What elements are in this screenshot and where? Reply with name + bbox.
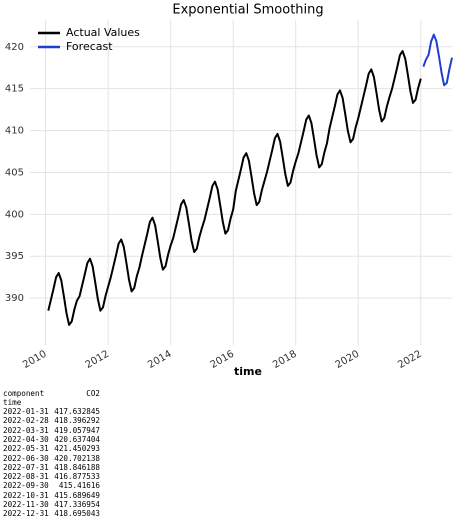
table-cell: 416.877533 (54, 472, 100, 482)
table-index: 2022-10-31 (3, 490, 49, 500)
table-index: 2022-06-30 (3, 453, 49, 463)
x-axis-label: time (234, 365, 262, 378)
table-index: 2022-01-31 (3, 407, 49, 416)
series-line (47, 50, 422, 326)
x-tick-label: 2014 (146, 349, 174, 371)
series-line (422, 33, 453, 87)
table-index: 2022-05-31 (3, 444, 49, 454)
x-tick-label: 2016 (209, 349, 237, 371)
table-cell: 417.336954 (54, 500, 100, 509)
chart-title: Exponential Smoothing (172, 3, 323, 18)
x-tick-label: 2020 (334, 349, 362, 371)
x-tick-label: 2018 (271, 349, 299, 371)
legend-label: Forecast (66, 40, 113, 53)
x-tick-label: 2012 (84, 349, 112, 371)
table: component CO2 time 2022-01-31 417.632845 2022… (0, 386, 474, 526)
table-cell: 418.695043 (54, 509, 100, 519)
table-cell: 419.057947 (54, 425, 100, 435)
y-tick-label: 395 (5, 251, 24, 262)
table-cell: 421.450293 (54, 444, 100, 454)
table-index: 2022-09-30 (3, 481, 49, 491)
table-cell: 418.396292 (54, 416, 100, 426)
x-tick-label: 2010 (21, 349, 49, 371)
y-tick-label: 420 (5, 42, 24, 53)
table-cell: 418.846188 (54, 462, 100, 472)
table-index-name: time (3, 398, 22, 407)
legend-label: Actual Values (66, 26, 140, 39)
table-cell: 417.632845 (54, 407, 100, 416)
x-tick-label: 2022 (396, 349, 424, 371)
table-index: 2022-12-31 (3, 509, 49, 519)
table-index: 2022-11-30 (3, 500, 49, 509)
table-columns-name: component (3, 389, 45, 398)
table-index: 2022-04-30 (3, 434, 49, 444)
table-cell: 420.637404 (54, 434, 100, 444)
chart: Exponential Smoothing time 390 395 400 405 4… (5, 3, 453, 378)
table-column-header: CO2 (86, 389, 100, 398)
y-tick-label: 410 (5, 126, 24, 137)
table-index: 2022-02-28 (3, 416, 49, 426)
y-tick-label: 415 (5, 84, 24, 95)
table-index: 2022-03-31 (3, 425, 49, 435)
table-cell: 415.689649 (54, 490, 100, 500)
table-cell: 420.702138 (54, 453, 100, 463)
y-tick-label: 405 (5, 167, 24, 178)
y-tick-label: 390 (5, 293, 24, 304)
table-index: 2022-08-31 (3, 472, 49, 482)
table-index: 2022-07-31 (3, 462, 49, 472)
table-cell: 415.41616 (58, 481, 100, 491)
y-tick-label: 400 (5, 209, 24, 220)
